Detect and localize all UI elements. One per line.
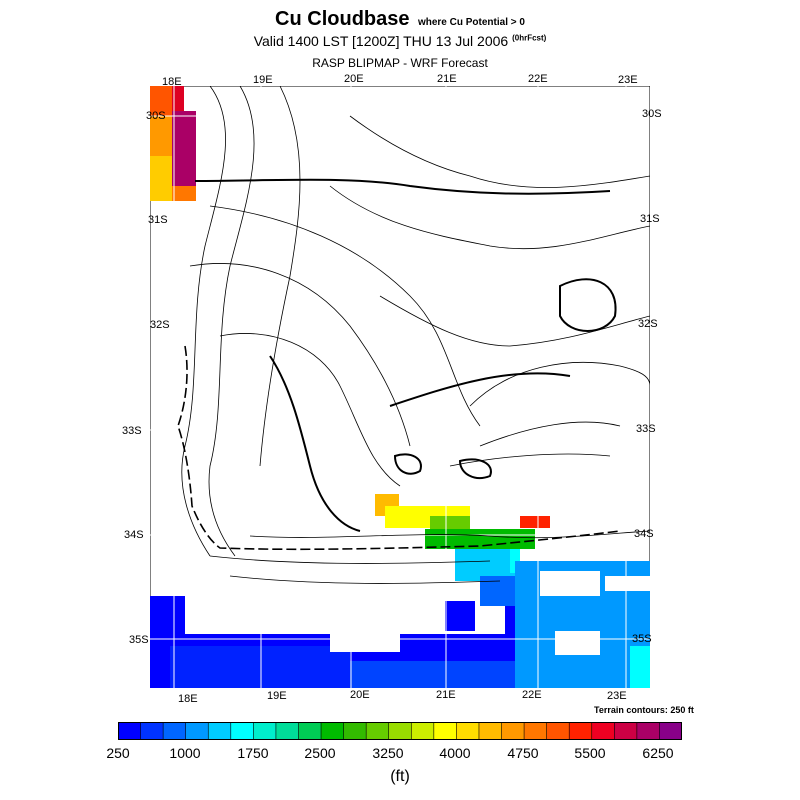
colorbar-tick-label: 3250 (372, 745, 404, 761)
right-lat-label: 35S (632, 633, 652, 645)
colorbar-tick-label: 2500 (304, 745, 336, 761)
colorbar-tick-label: 4750 (507, 745, 539, 761)
colorbar-swatch (546, 722, 570, 740)
colorbar-swatch (118, 722, 142, 740)
right-lat-label: 34S (634, 528, 654, 540)
top-lon-label: 18E (162, 76, 182, 88)
right-lat-label: 32S (638, 318, 658, 330)
left-lat-label: 32S (150, 319, 170, 331)
colorbar-swatch (275, 722, 299, 740)
left-lat-label: 31S (148, 214, 168, 226)
colorbar-swatch (636, 722, 660, 740)
colorbar-tick-label: 6250 (642, 745, 674, 761)
subtitle-text: Valid 1400 LST [1200Z] THU 13 Jul 2006 (253, 33, 509, 49)
colorbar-swatch (185, 722, 209, 740)
bottom-lon-label: 21E (436, 689, 456, 701)
colorbar-swatch (208, 722, 232, 740)
colorbar-swatch (411, 722, 435, 740)
left-lat-label: 33S (122, 425, 142, 437)
top-lon-label: 22E (528, 73, 548, 85)
left-lat-label: 34S (124, 529, 144, 541)
top-lon-label: 23E (618, 74, 638, 86)
graticule (150, 86, 650, 688)
colorbar-swatch (388, 722, 412, 740)
right-lat-label: 31S (640, 213, 660, 225)
terrain-contours (181, 86, 650, 584)
colorbar-swatch (366, 722, 390, 740)
left-lat-label: 30S (146, 110, 166, 122)
source-label: RASP BLIPMAP - WRF Forecast (312, 56, 488, 70)
title-condition: where Cu Potential > 0 (417, 17, 525, 28)
colorbar (118, 722, 682, 740)
right-lat-label: 30S (642, 108, 662, 120)
map-subtitle: Valid 1400 LST [1200Z] THU 13 Jul 2006 (… (0, 33, 800, 49)
terrain-contour-note: Terrain contours: 250 ft (594, 705, 694, 715)
colorbar-swatch (524, 722, 548, 740)
colorbar-tick-label: 4000 (439, 745, 471, 761)
bottom-lon-label: 19E (267, 690, 287, 702)
colorbar-tick-label: 1000 (169, 745, 201, 761)
title-main: Cu Cloudbase (275, 8, 410, 30)
top-lon-label: 20E (344, 73, 364, 85)
colorbar-swatch (456, 722, 480, 740)
top-lon-label: 21E (437, 73, 457, 85)
colorbar-tick-label: 5500 (574, 745, 606, 761)
bottom-lon-label: 18E (178, 693, 198, 705)
colorbar-swatch (230, 722, 254, 740)
colorbar-tick-label: 1750 (237, 745, 269, 761)
map-title: Cu Cloudbase where Cu Potential > 0 (0, 8, 800, 31)
colorbar-tick-label: 250 (106, 745, 130, 761)
colorbar-swatch (140, 722, 164, 740)
colorbar-swatch (253, 722, 277, 740)
colorbar-swatch (591, 722, 615, 740)
cloudbase-map (150, 86, 650, 688)
colorbar-swatch (433, 722, 457, 740)
bottom-lon-label: 23E (607, 690, 627, 702)
bottom-lon-label: 20E (350, 689, 370, 701)
colorbar-swatch (501, 722, 525, 740)
colorbar-swatch (478, 722, 503, 740)
left-lat-label: 35S (129, 634, 149, 646)
top-lon-label: 19E (253, 74, 273, 86)
colorbar-units: (ft) (390, 768, 410, 785)
colorbar-swatch (569, 722, 593, 740)
right-lat-label: 33S (636, 423, 656, 435)
colorbar-swatch (659, 722, 682, 740)
colorbar-swatch (163, 722, 187, 740)
bottom-lon-label: 22E (522, 689, 542, 701)
colorbar-swatch (614, 722, 638, 740)
colorbar-swatch (321, 722, 345, 740)
major-contours (194, 178, 617, 532)
colorbar-border (118, 722, 682, 740)
colorbar-swatch (343, 722, 367, 740)
colorbar-swatch (298, 722, 322, 740)
forecast-tag: (0hrFcst) (512, 33, 547, 43)
coastline (177, 345, 621, 551)
